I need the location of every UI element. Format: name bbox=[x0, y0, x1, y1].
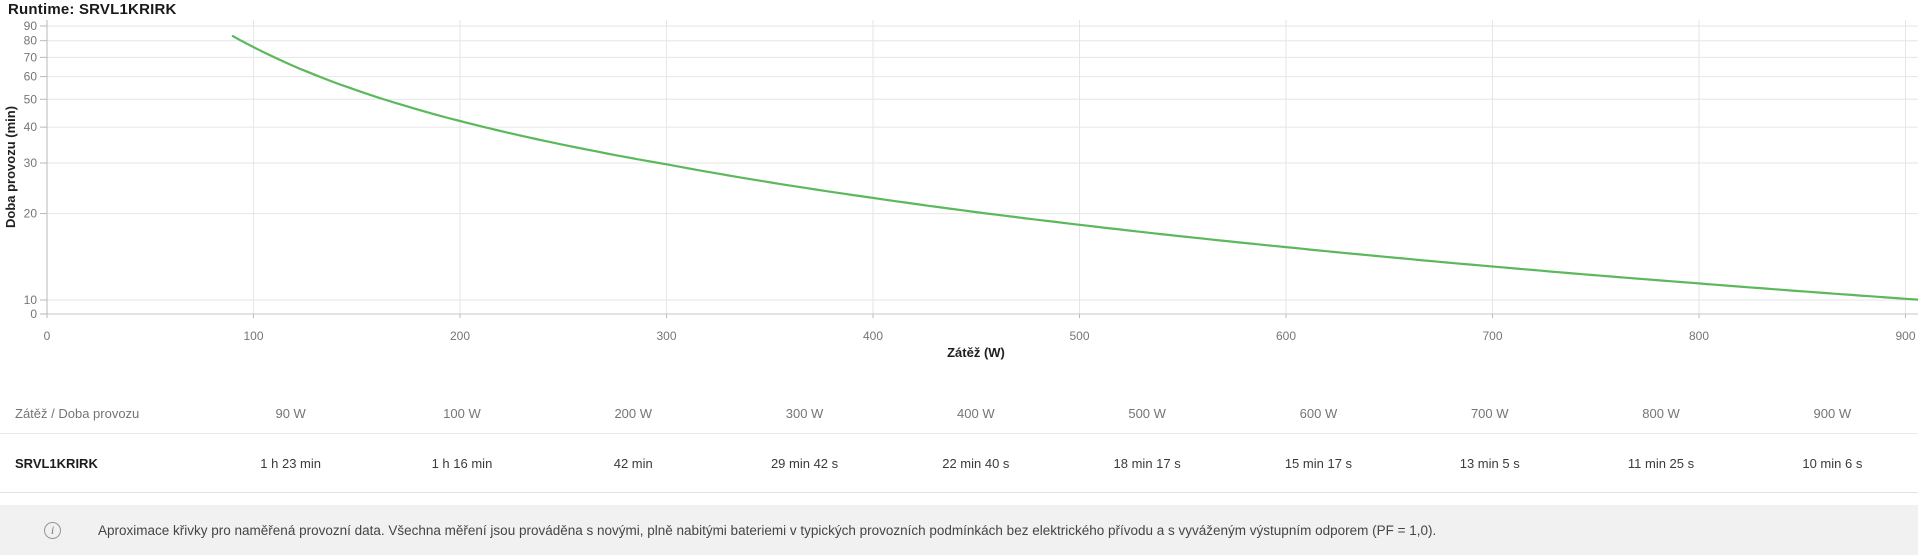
table-corner-label: Zátěž / Doba provozu bbox=[0, 393, 205, 434]
y-tick-label: 20 bbox=[24, 207, 38, 221]
col-header-900w: 900 W bbox=[1746, 393, 1918, 434]
x-tick-label: 0 bbox=[44, 329, 51, 343]
table-row: SRVL1KRIRK 1 h 23 min 1 h 16 min 42 min … bbox=[0, 433, 1918, 493]
info-icon: i bbox=[44, 521, 61, 539]
x-tick-label: 300 bbox=[656, 329, 676, 343]
col-header-90w: 90 W bbox=[205, 393, 377, 434]
y-tick-label: 40 bbox=[24, 120, 38, 134]
runtime-curve bbox=[231, 35, 1918, 301]
x-tick-label: 800 bbox=[1689, 329, 1709, 343]
x-axis-title: Zátěž (W) bbox=[947, 345, 1005, 360]
col-header-400w: 400 W bbox=[890, 393, 1062, 434]
x-tick-label: 200 bbox=[450, 329, 470, 343]
col-header-800w: 800 W bbox=[1575, 393, 1747, 434]
x-tick-label: 500 bbox=[1069, 329, 1089, 343]
runtime-400w: 22 min 40 s bbox=[890, 433, 1062, 493]
page-title: Runtime: SRVL1KRIRK bbox=[8, 1, 177, 18]
y-tick-label: 50 bbox=[24, 92, 38, 106]
col-header-100w: 100 W bbox=[376, 393, 548, 434]
runtime-100w: 1 h 16 min bbox=[376, 433, 548, 493]
runtime-200w: 42 min bbox=[547, 433, 719, 493]
runtime-table: Zátěž / Doba provozu 90 W 100 W 200 W 30… bbox=[0, 393, 1918, 493]
runtime-700w: 13 min 5 s bbox=[1404, 433, 1576, 493]
y-tick-label: 70 bbox=[24, 50, 38, 64]
col-header-500w: 500 W bbox=[1061, 393, 1233, 434]
footnote-bar: i Aproximace křivky pro naměřená provozn… bbox=[0, 505, 1918, 555]
runtime-chart: 0 100 200 300 400 500 600 700 800 900908070605040… bbox=[3, 19, 1918, 360]
y-tick-label: 10 bbox=[24, 293, 38, 307]
footnote-text: Aproximace křivky pro naměřená provozní … bbox=[98, 522, 1437, 538]
x-tick-label: 900 bbox=[1895, 329, 1915, 343]
y-tick-label: 60 bbox=[24, 70, 38, 84]
y-tick-label: 30 bbox=[24, 156, 38, 170]
col-header-600w: 600 W bbox=[1232, 393, 1405, 434]
runtime-900w: 10 min 6 s bbox=[1746, 433, 1918, 493]
y-tick-label: 90 bbox=[24, 19, 38, 33]
table-header-row: Zátěž / Doba provozu 90 W 100 W 200 W 30… bbox=[0, 393, 1918, 434]
runtime-90w: 1 h 23 min bbox=[205, 433, 377, 493]
x-tick-label: 600 bbox=[1276, 329, 1296, 343]
x-tick-label: 700 bbox=[1482, 329, 1502, 343]
y-tick-label: 0 bbox=[30, 307, 37, 321]
col-header-700w: 700 W bbox=[1404, 393, 1576, 434]
runtime-300w: 29 min 42 s bbox=[718, 433, 891, 493]
row-label: SRVL1KRIRK bbox=[0, 433, 205, 493]
col-header-200w: 200 W bbox=[547, 393, 719, 434]
y-tick-label: 80 bbox=[24, 34, 38, 48]
x-tick-label: 100 bbox=[243, 329, 263, 343]
y-axis-title: Doba provozu (min) bbox=[3, 106, 18, 228]
runtime-800w: 11 min 25 s bbox=[1575, 433, 1747, 493]
x-tick-label: 400 bbox=[863, 329, 883, 343]
runtime-600w: 15 min 17 s bbox=[1232, 433, 1405, 493]
runtime-500w: 18 min 17 s bbox=[1061, 433, 1233, 493]
col-header-300w: 300 W bbox=[718, 393, 891, 434]
